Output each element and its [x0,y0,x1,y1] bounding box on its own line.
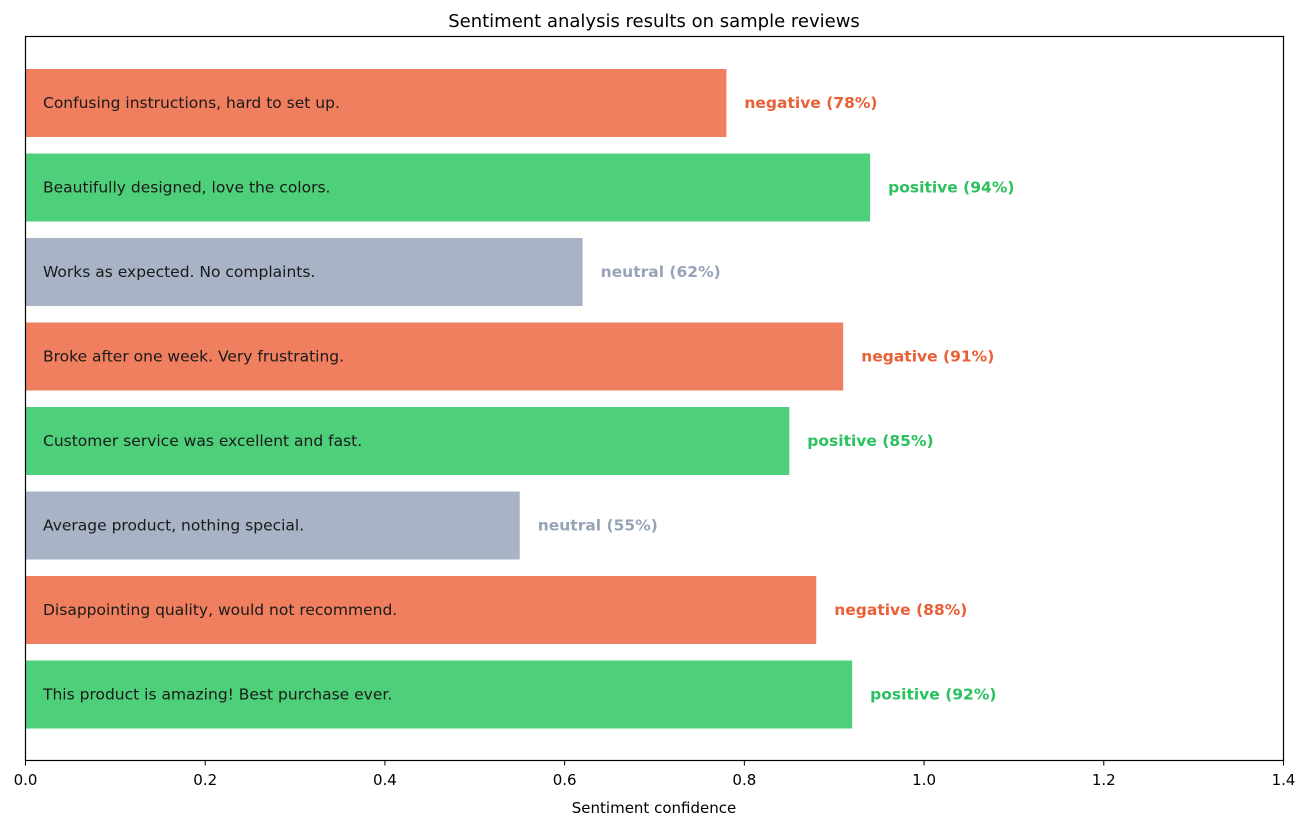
bar-negative [25,322,844,391]
bar-neutral [25,491,520,560]
plot-frame [24,35,1285,762]
chart-title: Sentiment analysis results on sample rev… [448,11,860,32]
bar-value-label: negative (78%) [744,94,877,112]
x-tick-label: 0.6 [553,771,577,789]
x-tick-label: 1.0 [912,771,936,789]
bar-negative [25,576,817,644]
bars-layer: This product is amazing! Best purchase e… [25,69,1014,729]
x-tick-label: 0.8 [732,771,756,789]
bar-value-label: neutral (55%) [538,517,658,535]
bar-positive [25,407,790,475]
x-tick-label: 0.0 [14,771,38,789]
bar-review-text: Beautifully designed, love the colors. [43,179,330,197]
bar-review-text: Works as expected. No complaints. [43,263,315,281]
bar-review-text: Broke after one week. Very frustrating. [43,348,344,366]
bar-positive [25,660,853,729]
x-tick-label: 0.2 [193,771,217,789]
bar-negative [25,69,727,137]
bar-review-text: Confusing instructions, hard to set up. [43,94,340,112]
bar-review-text: Average product, nothing special. [43,517,304,535]
bar-value-label: neutral (62%) [601,263,721,281]
x-tick-label: 1.4 [1272,771,1296,789]
x-axis: 0.0 0.2 0.4 0.6 0.8 1.0 1.2 1.4 [14,760,1296,789]
bar-value-label: negative (88%) [834,601,967,619]
bar-positive [25,153,871,222]
x-axis-label: Sentiment confidence [572,799,736,817]
bar-neutral [25,238,583,306]
bar-review-text: Customer service was excellent and fast. [43,432,362,450]
bar-review-text: Disappointing quality, would not recomme… [43,601,397,619]
x-tick-label: 0.4 [373,771,397,789]
bar-value-label: positive (85%) [807,432,933,450]
bar-value-label: negative (91%) [861,348,994,366]
bar-value-label: positive (92%) [870,686,996,704]
bar-review-text: This product is amazing! Best purchase e… [42,686,392,704]
x-tick-label: 1.2 [1092,771,1116,789]
bar-value-label: positive (94%) [888,179,1014,197]
